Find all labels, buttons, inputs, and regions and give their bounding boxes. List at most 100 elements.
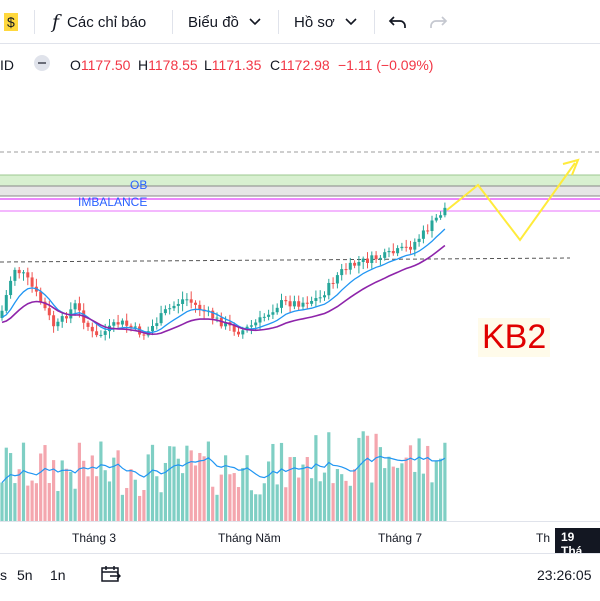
volume-bar [228,474,232,521]
volume-bar [241,467,245,521]
ohlc-legend: ID O1177.50 H1178.55 L1171.35 C1172.98 −… [0,48,600,80]
candle-body [39,291,43,302]
candle-body [357,262,361,266]
candle-body [163,309,167,314]
low-value: 1171.35 [211,57,262,73]
open-label: O [70,57,81,73]
candle-body [232,325,236,332]
chart-type-button[interactable]: Biểu đồ [188,0,261,44]
volume-bar [95,476,99,521]
candle-body [344,269,348,271]
volume-bar [52,460,56,521]
candle-body [348,262,352,270]
range-1y-button[interactable]: 1n [50,567,66,583]
volume-bar [120,494,124,521]
candle-body [443,207,447,216]
undo-button[interactable] [388,0,408,44]
symbol-label[interactable]: ID [0,57,14,73]
candle-body [65,316,68,319]
volume-bar [426,445,430,521]
volume-bar [219,474,223,521]
time-tick: Tháng 3 [72,531,117,545]
volume-bar [77,442,81,521]
candle-body [4,295,8,311]
chevron-down-icon [345,18,357,26]
volume-bar [258,494,262,521]
candle-body [90,326,94,332]
volume-bar [215,494,219,521]
volume-bar [17,469,21,521]
volume-bar [64,468,69,521]
candle-body [99,334,103,336]
chart-type-label: Biểu đồ [188,13,239,31]
top-toolbar: $ f Các chỉ báo Biểu đồ Hồ sơ [0,0,600,44]
candle-body [142,334,146,336]
candle-body [254,322,258,326]
imbalance-label: IMBALANCE [78,195,147,209]
candle-body [129,325,133,328]
candle-body [370,255,374,263]
clock: 23:26:05 [537,567,592,583]
volume-bar [279,442,284,521]
candle-body [185,299,189,301]
volume-bar [142,490,146,521]
candle-body [60,316,64,322]
candle-body [430,220,434,232]
volume-bar [245,455,249,521]
candle-body [331,282,335,284]
candle-body [155,323,159,326]
candle-body [9,280,13,296]
candle-body [198,304,202,310]
candle-body [426,230,430,232]
range-5d-button[interactable]: 5n [17,567,33,583]
volume-bar [0,482,4,521]
price-alert-button[interactable]: $ [0,0,18,44]
candle-body [297,301,301,307]
candle-body [262,316,266,318]
volume-bar [232,473,236,521]
volume-bar [30,480,34,521]
support-dashed-line [0,257,571,263]
indicators-button[interactable]: f Các chỉ báo [52,0,146,44]
calendar-icon [101,566,121,582]
change-value: −1.11 (−0.09%) [338,57,434,73]
high-label: H [138,57,149,73]
volume-bar [39,453,43,521]
candle-body [314,298,318,301]
candle-body [194,302,197,305]
volume-bar [374,433,378,521]
time-axis[interactable]: Tháng 3 Tháng Năm Tháng 7 Th 19 Thá [0,521,600,560]
volume-bar [254,494,258,521]
volume-bars [0,431,447,521]
volume-bar [202,456,206,521]
candle-body [439,215,443,218]
candle-body [120,320,124,325]
kb2-label: KB2 [478,318,551,357]
candle-body [292,301,296,307]
candle-body [77,303,81,311]
volume-bar [284,487,288,521]
candle-body [69,309,73,319]
candle-body [138,326,142,335]
candle-body [417,238,421,242]
profile-button[interactable]: Hồ sơ [294,0,357,44]
volume-bar [43,445,47,521]
candle-body [133,326,137,328]
collapse-button[interactable] [33,54,51,75]
price-chart[interactable]: OB IMBALANCE [0,82,600,522]
volume-bar [391,466,395,521]
volume-bar [421,473,425,521]
close-value: 1172.98 [280,57,330,73]
redo-button[interactable] [428,0,448,44]
volume-bar [370,482,374,521]
toolbar-divider [374,10,375,34]
volume-bar [400,463,404,521]
volume-bar [146,454,150,521]
candle-body [241,330,245,335]
minus-circle-icon [34,55,50,71]
date-range-button[interactable] [100,564,122,587]
candle-body [271,312,275,315]
candle-body [151,325,154,332]
ema-slow-line [1,244,446,336]
volume-bar [443,442,447,521]
